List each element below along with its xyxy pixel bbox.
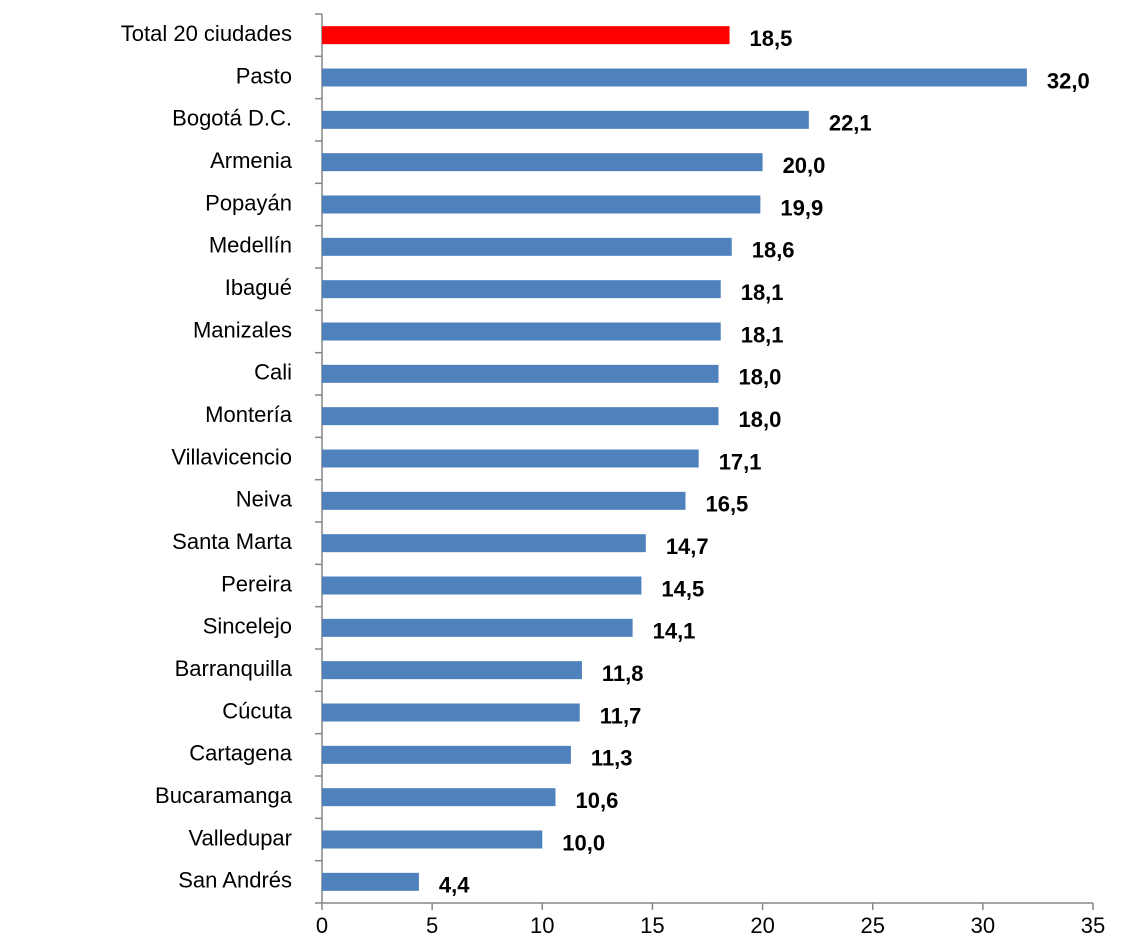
- y-tick-label: Manizales: [193, 317, 292, 342]
- y-tick-label: Villavicencio: [171, 444, 292, 469]
- x-tick-label: 30: [971, 913, 995, 938]
- x-tick-label: 25: [860, 913, 884, 938]
- bar: [322, 322, 721, 341]
- bar: [322, 872, 419, 891]
- x-tick-label: 20: [750, 913, 774, 938]
- y-tick-label: Pasto: [236, 63, 292, 88]
- bar: [322, 195, 761, 214]
- value-label: 18,0: [739, 407, 782, 432]
- value-label: 18,5: [750, 26, 793, 51]
- y-tick-label: Armenia: [210, 148, 293, 173]
- x-tick-label: 10: [530, 913, 554, 938]
- value-label: 14,5: [661, 576, 704, 601]
- value-label: 32,0: [1047, 68, 1090, 93]
- y-tick-label: Neiva: [236, 487, 293, 512]
- value-label: 18,1: [741, 280, 784, 305]
- x-tick-label: 5: [426, 913, 438, 938]
- x-tick-label: 15: [640, 913, 664, 938]
- bar: [322, 745, 571, 764]
- bar: [322, 110, 809, 129]
- y-tick-label: Popayán: [205, 190, 292, 215]
- y-tick-label: Bogotá D.C.: [172, 106, 292, 131]
- y-tick-label: Sincelejo: [203, 614, 292, 639]
- value-label: 22,1: [829, 111, 872, 136]
- value-label: 18,1: [741, 322, 784, 347]
- value-label: 10,0: [562, 830, 605, 855]
- y-tick-label: Santa Marta: [172, 529, 293, 554]
- y-tick-label: Medellín: [209, 233, 292, 258]
- bar: [322, 407, 719, 426]
- value-label: 11,7: [600, 703, 642, 728]
- x-tick-label: 35: [1081, 913, 1105, 938]
- y-tick-label: Bucaramanga: [155, 783, 293, 808]
- bar: [322, 449, 699, 468]
- x-tick-label: 0: [316, 913, 328, 938]
- bar: [322, 576, 642, 595]
- value-label: 17,1: [719, 449, 762, 474]
- bar: [322, 788, 556, 807]
- bar: [322, 26, 730, 45]
- value-label: 14,7: [666, 534, 709, 559]
- bar: [322, 364, 719, 383]
- value-label: 11,3: [591, 746, 633, 771]
- bar: [322, 534, 646, 553]
- y-tick-label: Barranquilla: [175, 656, 293, 681]
- value-label: 14,1: [653, 619, 696, 644]
- bar: [322, 237, 732, 256]
- value-label: 10,6: [576, 788, 619, 813]
- y-tick-label: Montería: [205, 402, 293, 427]
- bar: [322, 68, 1027, 87]
- value-label: 20,0: [783, 153, 826, 178]
- y-tick-label: Cali: [254, 360, 292, 385]
- y-tick-label: Total 20 ciudades: [121, 21, 292, 46]
- y-tick-label: San Andrés: [178, 868, 292, 893]
- y-tick-label: Cúcuta: [222, 698, 292, 723]
- y-tick-label: Cartagena: [189, 741, 293, 766]
- bar: [322, 618, 633, 637]
- value-label: 16,5: [705, 492, 748, 517]
- bar: [322, 661, 582, 680]
- bar: [322, 491, 686, 510]
- y-tick-label: Valledupar: [188, 825, 292, 850]
- bar: [322, 830, 543, 849]
- value-label: 4,4: [439, 873, 470, 898]
- bar: [322, 280, 721, 299]
- bar: [322, 703, 580, 722]
- value-label: 11,8: [602, 661, 644, 686]
- y-tick-label: Pereira: [221, 571, 293, 596]
- bar: [322, 153, 763, 172]
- value-label: 19,9: [780, 195, 823, 220]
- value-label: 18,6: [752, 238, 795, 263]
- value-label: 18,0: [739, 365, 782, 390]
- y-tick-label: Ibagué: [225, 275, 292, 300]
